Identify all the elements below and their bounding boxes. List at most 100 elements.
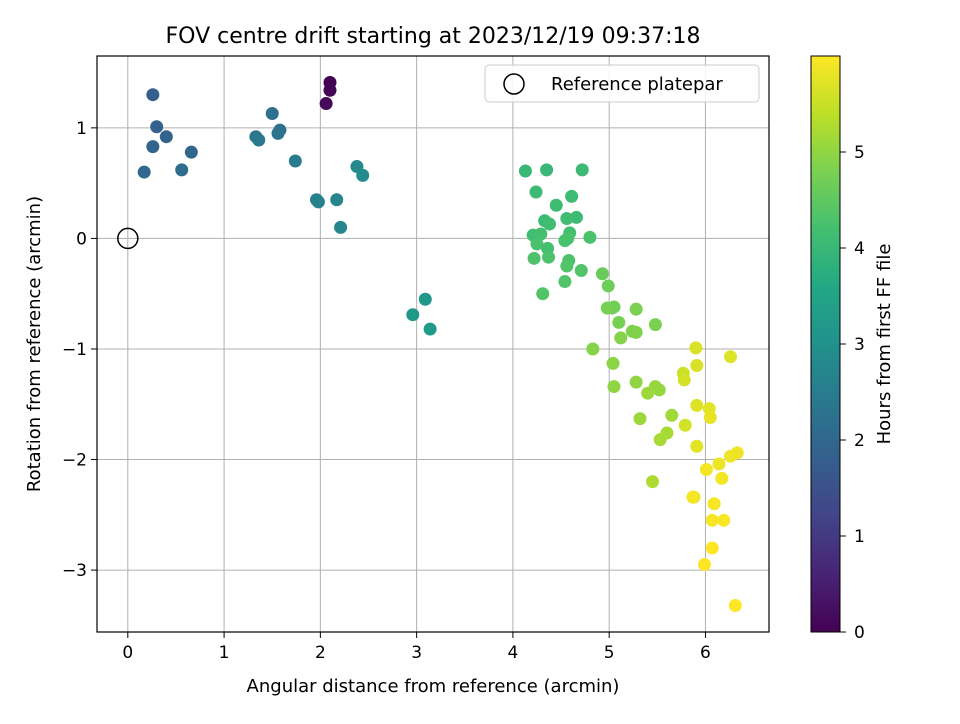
data-point [558, 275, 572, 289]
data-point [265, 106, 279, 120]
data-point [705, 513, 719, 527]
data-point [549, 198, 563, 212]
colorbar-tick-label: 1 [854, 527, 865, 547]
colorbar-tick-label: 5 [854, 143, 865, 163]
colorbar-tick-label: 4 [854, 239, 865, 259]
data-point [699, 462, 713, 476]
data-point [612, 315, 626, 329]
data-point [575, 163, 589, 177]
data-point [689, 341, 703, 355]
data-point [529, 185, 543, 199]
x-axis-ticks: 0 1 2 3 4 5 6 [122, 632, 711, 663]
data-point [652, 383, 666, 397]
colorbar-tick-label: 3 [854, 335, 865, 355]
plot-area-frame [96, 55, 770, 633]
data-point [560, 259, 574, 273]
data-point [614, 331, 628, 345]
data-point [648, 318, 662, 332]
data-point [678, 418, 692, 432]
chart-title: FOV centre drift starting at 2023/12/19 … [166, 24, 701, 49]
y-axis-label: Rotation from reference (arcmin) [24, 196, 45, 492]
data-point [150, 120, 164, 134]
data-point [607, 380, 621, 394]
x-tick-label: 5 [604, 643, 615, 663]
legend-reference-marker [503, 73, 525, 95]
data-point [406, 308, 420, 322]
data-point [717, 513, 731, 527]
legend-entry-label: Reference platepar [551, 74, 723, 95]
data-point [712, 457, 726, 471]
data-point [323, 83, 337, 97]
data-point [560, 212, 574, 226]
grid-lines [97, 56, 769, 632]
colorbar-tick-label: 0 [854, 623, 865, 643]
data-point [536, 287, 550, 301]
data-point [574, 263, 588, 277]
data-point [629, 302, 643, 316]
data-point [646, 475, 660, 489]
data-point [319, 97, 333, 111]
data-point [677, 373, 691, 387]
data-point [629, 375, 643, 389]
data-point [423, 322, 437, 336]
y-tick-label: 1 [76, 119, 87, 139]
y-axis-ticks: 1 0 −1 −2 −3 [62, 119, 97, 581]
data-point [697, 558, 711, 572]
x-tick-label: 4 [507, 643, 518, 663]
data-point [311, 195, 325, 209]
colorbar-label: Hours from first FF file [874, 244, 895, 445]
data-point [146, 140, 160, 154]
data-point [175, 163, 189, 177]
data-point [707, 497, 721, 511]
reference-marker-layer [117, 227, 139, 250]
data-point [534, 227, 548, 241]
legend: Reference platepar [484, 64, 760, 103]
data-point [159, 130, 173, 144]
reference-platepar-marker [117, 227, 139, 250]
data-point [334, 220, 348, 234]
data-point [665, 408, 679, 422]
data-point [690, 398, 704, 412]
data-point [641, 386, 655, 400]
y-tick-label: −1 [62, 340, 87, 360]
x-tick-label: 6 [700, 643, 711, 663]
data-point [356, 168, 370, 182]
data-point [540, 163, 554, 177]
data-point [137, 165, 151, 179]
x-axis-label: Angular distance from reference (arcmin) [247, 676, 620, 697]
data-point [146, 88, 160, 102]
x-tick-label: 3 [411, 643, 422, 663]
data-point [690, 439, 704, 453]
data-point [686, 490, 700, 504]
data-point [715, 471, 729, 485]
data-point [600, 301, 614, 315]
y-tick-label: −2 [62, 451, 87, 471]
colorbar [810, 55, 841, 633]
data-point [271, 126, 285, 140]
data-point [690, 359, 704, 373]
colorbar-ticks: 0 1 2 3 4 5 [840, 143, 865, 643]
data-point [629, 325, 643, 339]
data-point [330, 193, 344, 207]
data-point [705, 541, 719, 555]
data-point [530, 237, 544, 251]
data-point [633, 412, 647, 426]
x-tick-label: 2 [315, 643, 326, 663]
data-point [184, 145, 198, 159]
data-point [595, 267, 609, 281]
data-point [527, 251, 541, 265]
data-points [137, 76, 744, 612]
x-tick-label: 0 [122, 643, 133, 663]
data-point [606, 356, 620, 370]
data-point [569, 210, 583, 224]
data-point [518, 164, 532, 178]
data-point [653, 433, 667, 447]
legend-box [484, 64, 760, 103]
data-point [723, 350, 737, 364]
data-point [565, 189, 579, 203]
data-point [583, 230, 597, 244]
y-tick-label: −3 [62, 561, 87, 581]
y-tick-label: 0 [76, 229, 87, 249]
data-point [418, 292, 432, 306]
